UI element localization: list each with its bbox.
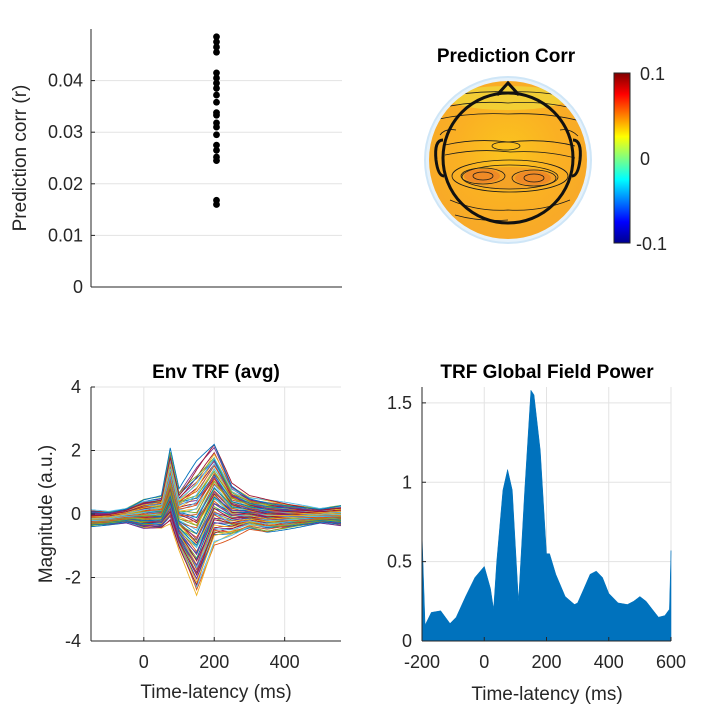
env-trf-x-axis-label: Time-latency (ms): [140, 682, 291, 703]
env-trf-channel-line: [91, 483, 341, 522]
scatter-point: [213, 123, 220, 131]
scatter-point: [213, 141, 220, 149]
gfp-y-tick-label: 0.5: [387, 552, 412, 572]
env-trf-channel-line: [91, 486, 341, 531]
scatter-y-tick-label: 0.03: [48, 122, 83, 142]
env-trf-y-tick-label: 4: [71, 377, 81, 397]
gfp-area: [421, 389, 672, 642]
scatter-point: [213, 146, 220, 154]
scatter-point: [213, 74, 220, 82]
scatter-point: [213, 131, 220, 139]
gfp-title: TRF Global Field Power: [440, 362, 654, 383]
env-trf-panel: Env TRF (avg) 0 200 400 -4 -2 0 2 4 Time-latenc…: [36, 362, 341, 703]
gfp-panel: TRF Global Field Power -200 0 200 400 60000.…: [387, 362, 686, 705]
scatter-point: [213, 157, 220, 164]
env-trf-channel-line: [91, 500, 341, 549]
scatter-y-axis-label: Prediction corr (r): [10, 85, 31, 232]
env-trf-y-tick-label: 0: [71, 504, 81, 524]
scatter-point: [213, 43, 220, 51]
gfp-y-tick-label: 1: [402, 472, 412, 492]
nose-icon: [495, 80, 521, 97]
env-trf-x-tick-label: 0: [139, 652, 149, 672]
env-trf-y-tick-label: -2: [65, 568, 81, 588]
colorbar-tick-min: -0.1: [636, 234, 667, 254]
env-trf-channel-lines: [91, 443, 341, 597]
scatter-point: [213, 84, 220, 92]
scatter-y-ticks: 0 0.01 0.02 0.03 0.04: [48, 71, 95, 297]
scatter-point: [213, 98, 220, 106]
scatter-panel: 0 0.01 0.02 0.03 0.04 Prediction corr (r): [10, 29, 342, 297]
gfp-y-tick-label: 0: [402, 631, 412, 651]
env-trf-channel-line: [91, 481, 341, 520]
topoplot-panel: Prediction Corr: [424, 46, 667, 254]
colorbar: [613, 72, 631, 244]
scatter-points: [213, 33, 220, 208]
gfp-x-tick-label: -200: [404, 652, 440, 672]
topoplot-title: Prediction Corr: [437, 46, 576, 67]
env-trf-y-axis-label: Magnitude (a.u.): [36, 445, 57, 583]
env-trf-x-tick-label: 200: [199, 652, 229, 672]
gfp-y-tick-label: 1.5: [387, 393, 412, 413]
scatter-point: [213, 33, 220, 41]
env-trf-channel-line: [91, 443, 341, 514]
scatter-point: [213, 69, 220, 77]
scatter-point: [213, 48, 220, 56]
head-outline: [434, 80, 582, 225]
scatter-point: [213, 79, 220, 87]
scatter-point: [213, 111, 220, 119]
scatter-y-tick-label: 0.02: [48, 174, 83, 194]
env-trf-y-tick-label: 2: [71, 441, 81, 461]
scatter-point: [213, 91, 220, 99]
colorbar-tick-zero: 0: [640, 149, 650, 169]
env-trf-channel-line: [91, 451, 341, 515]
scatter-y-tick-label: 0.01: [48, 225, 83, 245]
env-trf-channel-line: [91, 519, 341, 586]
env-trf-channel-line: [91, 489, 341, 529]
scatter-point: [213, 201, 220, 208]
env-trf-x-tick-label: 400: [270, 652, 300, 672]
gfp-x-tick-label: 200: [531, 652, 561, 672]
gfp-x-tick-label: 400: [594, 652, 624, 672]
right-ear-icon: [571, 138, 582, 178]
gfp-x-tick-label: 600: [656, 652, 686, 672]
gfp-x-axis-label: Time-latency (ms): [471, 684, 622, 705]
env-trf-y-tick-label: -4: [65, 631, 81, 651]
env-trf-ticks: 0 200 400 -4 -2 0 2 4: [65, 377, 300, 672]
scatter-point: [213, 38, 220, 46]
scatter-y-tick-label: 0: [73, 277, 83, 297]
colorbar-tick-max: 0.1: [640, 64, 665, 84]
env-trf-title: Env TRF (avg): [152, 362, 280, 383]
gfp-x-tick-label: 0: [479, 652, 489, 672]
topoplot-contours: [429, 86, 587, 221]
left-ear-icon: [434, 138, 445, 178]
scatter-y-tick-label: 0.04: [48, 71, 83, 91]
